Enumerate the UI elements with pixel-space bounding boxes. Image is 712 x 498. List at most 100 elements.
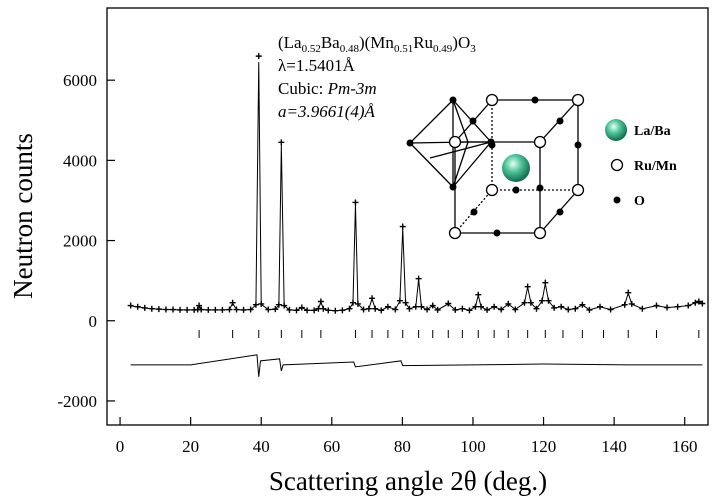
- x-tick-label: 0: [116, 437, 125, 456]
- observed-point: [466, 307, 473, 314]
- observed-point: [184, 306, 191, 313]
- observed-point: [212, 306, 219, 313]
- observed-point: [311, 307, 318, 314]
- plot-frame: [106, 7, 709, 426]
- observed-point: [281, 302, 288, 309]
- observed-point: [392, 306, 399, 313]
- observed-point: [298, 304, 305, 311]
- calculated-line: [130, 62, 703, 312]
- observed-point: [445, 300, 452, 307]
- observed-point: [424, 306, 431, 313]
- observed-point: [354, 300, 361, 307]
- composition: (La0.52Ba0.48)(Mn0.51Ru0.49)O3: [278, 33, 476, 55]
- observed-point: [233, 306, 240, 313]
- observed-point: [169, 306, 176, 313]
- text-run: Ba: [321, 33, 340, 52]
- observed-point: [527, 299, 534, 306]
- x-tick-label: 60: [323, 437, 340, 456]
- legend-label: La/Ba: [634, 124, 671, 139]
- observed-point: [639, 305, 646, 312]
- observed-point: [240, 306, 247, 313]
- observed-point: [484, 306, 491, 313]
- x-axis-title: Scattering angle 2θ (deg.): [269, 466, 547, 496]
- observed-point: [155, 306, 162, 313]
- observed-point: [265, 306, 272, 313]
- text-run: )O: [452, 33, 470, 52]
- observed-point: [369, 295, 376, 302]
- text-run: (La: [278, 33, 302, 52]
- observed-point: [141, 304, 148, 311]
- observed-point: [247, 306, 254, 313]
- observed-point: [372, 305, 379, 312]
- y-tick-label: 6000: [63, 71, 97, 90]
- observed-point: [505, 300, 512, 307]
- symmetry: Cubic: Pm-3m: [278, 79, 377, 98]
- subscript: 0.52: [302, 43, 321, 55]
- observed-point: [664, 304, 671, 311]
- observed-point: [365, 305, 372, 312]
- observed-point: [127, 302, 134, 309]
- y-axis-title: Neutron counts: [8, 133, 38, 299]
- observed-point: [459, 305, 466, 312]
- observed-point: [674, 303, 681, 310]
- observed-point: [412, 303, 419, 310]
- x-tick-label: 160: [672, 437, 698, 456]
- observed-point: [339, 307, 346, 314]
- observed-point: [418, 303, 425, 310]
- observed-point: [293, 307, 300, 314]
- subscript: 0.51: [394, 43, 413, 55]
- observed-point: [399, 223, 406, 230]
- space-group: Pm-3m: [327, 79, 377, 98]
- annotation: (La0.52Ba0.48)(Mn0.51Ru0.49)O3 λ=1.5401Å…: [278, 33, 476, 121]
- observed-point: [572, 305, 579, 312]
- subscript: 0.48: [340, 43, 360, 55]
- text-run: Cubic:: [278, 79, 328, 98]
- observed-point: [352, 199, 359, 206]
- observed-point: [524, 283, 531, 290]
- wavelength: λ=1.5401Å: [278, 56, 356, 75]
- observed-point: [252, 301, 259, 308]
- legend-label: O: [634, 194, 645, 209]
- observed-point: [521, 299, 528, 306]
- observed-point: [586, 306, 593, 313]
- observed-point: [304, 307, 311, 314]
- observed-point: [597, 303, 604, 310]
- y-tick-label: 0: [89, 312, 98, 331]
- observed-point: [396, 297, 403, 304]
- observed-point: [278, 139, 285, 146]
- structure-inset: [406, 93, 627, 240]
- axes: 0 20 40 60 80 100 120 140 160 -2000 0 2000 4000 6000: [57, 71, 697, 456]
- observed-point: [346, 305, 353, 312]
- observed-point: [320, 305, 327, 312]
- observed-point: [325, 307, 332, 314]
- observed-point: [226, 306, 233, 313]
- observed-point: [545, 297, 552, 304]
- y-tick-label: 4000: [63, 151, 97, 170]
- x-tick-label: 80: [394, 437, 411, 456]
- observed-point: [198, 306, 205, 313]
- observed-point: [628, 300, 635, 307]
- observed-point: [452, 306, 459, 313]
- observed-point: [317, 298, 324, 305]
- observed-point: [434, 306, 441, 313]
- observed-point: [512, 306, 519, 313]
- observed-point: [332, 307, 339, 314]
- observed-point: [539, 297, 546, 304]
- observed-point: [491, 303, 498, 310]
- observed-point: [205, 306, 212, 313]
- observed-point: [148, 305, 155, 312]
- observed-point: [415, 275, 422, 282]
- observed-point: [579, 301, 586, 308]
- observed-point: [378, 307, 385, 314]
- lattice: a=3.9661(4)Å: [278, 102, 376, 121]
- observed-point: [134, 303, 141, 310]
- observed-point: [272, 306, 279, 313]
- observed-point: [258, 300, 265, 307]
- observed-point: [533, 305, 540, 312]
- observed-point: [162, 306, 169, 313]
- observed-point: [275, 301, 282, 308]
- x-tick-label: 100: [460, 437, 486, 456]
- observed-point: [475, 291, 482, 298]
- subscript: 3: [470, 43, 476, 55]
